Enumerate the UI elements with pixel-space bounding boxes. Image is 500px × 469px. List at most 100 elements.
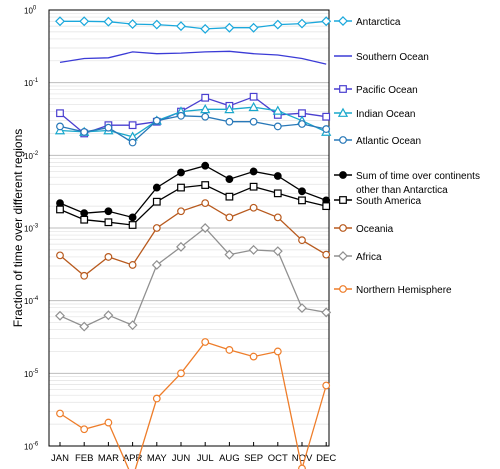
data-point [129,222,136,229]
data-point [250,246,258,254]
legend-label: other than Antarctica [356,185,448,196]
x-tick-label: DEC [316,453,336,464]
x-tick-label: FEB [75,453,93,464]
data-point [202,94,209,101]
data-point [250,93,257,100]
data-point [274,20,282,28]
data-point [226,214,233,221]
data-point [129,122,136,129]
legend-item: Indian Ocean [334,109,416,120]
legend-item: Atlantic Ocean [334,136,421,147]
legend-label: Indian Ocean [356,109,416,120]
data-point [154,225,161,232]
y-tick-label: 10-1 [24,78,39,88]
series-line [60,51,326,64]
legend-label: South America [356,196,421,207]
x-tick-label: MAR [98,453,119,464]
legend-item: Africa [334,252,382,263]
legend-label: Antarctica [356,17,401,28]
x-tick-label: AUG [219,453,240,464]
data-point [105,208,112,215]
data-point [339,252,347,260]
x-tick-label: JAN [51,453,69,464]
series [56,17,330,33]
data-point [299,237,306,244]
data-point [225,24,233,32]
data-point [340,197,347,204]
data-point [323,126,330,133]
data-point [274,247,282,255]
data-point [104,18,112,26]
data-point [154,198,161,205]
data-point [226,193,233,200]
legend-item: Oceania [334,224,394,235]
data-point [178,112,185,119]
series-lines [56,17,330,469]
data-point [178,184,185,191]
data-point [226,176,233,183]
data-point [340,137,347,144]
data-point [226,347,233,354]
series [56,103,330,140]
data-point [129,262,136,269]
x-tick-label: JUL [197,453,214,464]
data-point [105,124,112,131]
data-point [250,103,258,110]
legend-label: Pacific Ocean [356,85,418,96]
grid [49,10,329,446]
series [56,224,330,331]
data-point [299,121,306,128]
legend-label: Oceania [356,224,394,235]
legend-label: Northern Hemisphere [356,285,452,296]
legend-item: Pacific Ocean [334,85,418,96]
data-point [202,182,209,189]
data-point [81,272,88,279]
data-point [299,188,306,195]
series-line [60,21,326,29]
y-tick-label: 10-6 [24,442,39,452]
data-point [323,251,330,258]
data-point [154,184,161,191]
data-point [298,304,306,312]
data-point [202,200,209,207]
data-point [226,118,233,125]
legend-item: Sum of time over continents other than An… [334,171,480,196]
legend-item: Antarctica [334,17,401,28]
x-tick-label: OCT [268,453,288,464]
data-point [105,254,112,261]
data-point [178,208,185,215]
data-point [275,173,282,180]
data-point [129,139,136,146]
data-point [275,348,282,355]
y-tick-label: 10-4 [24,296,39,306]
series-line [60,342,326,469]
data-point [154,395,161,402]
data-point [250,204,257,211]
data-point [323,382,330,389]
series-line [60,116,326,143]
data-point [202,162,209,169]
data-point [81,210,88,217]
series [60,51,326,64]
data-point [81,129,88,136]
x-tick-label: SEP [244,453,263,464]
data-point [340,172,347,179]
legend-label: Atlantic Ocean [356,136,421,147]
legend: Antarctica Southern Ocean Pacific Ocean Ind… [334,17,480,296]
data-point [129,214,136,221]
data-point [56,312,64,320]
data-point [57,123,64,130]
y-tick-label: 100 [24,6,37,16]
series-line [60,97,326,134]
data-point [323,113,330,120]
data-point [299,197,306,204]
data-point [250,353,257,360]
data-point [340,86,347,93]
series [57,339,330,469]
series [57,182,330,229]
data-point [275,123,282,130]
y-axis-label: Fraction of time over different regions [11,129,25,328]
legend-label: Sum of time over continents [356,171,480,182]
legend-item: Southern Ocean [334,52,429,63]
